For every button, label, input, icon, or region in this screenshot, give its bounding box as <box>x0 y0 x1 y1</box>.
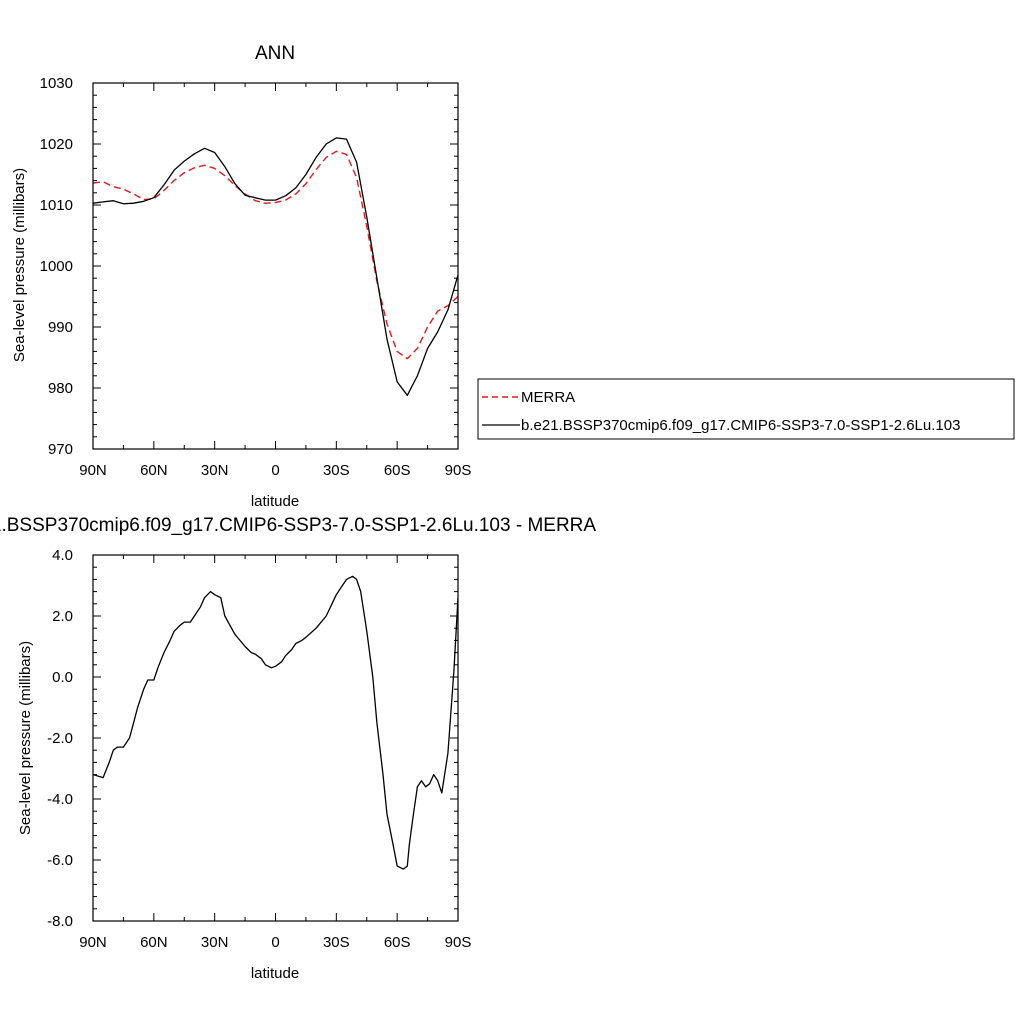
bottom-chart-title: b.e21.BSSP370cmip6.f09_g17.CMIP6-SSP3-7.… <box>0 515 596 536</box>
bottom-plot-area: 90N 60N 30N 0 30S 60S 90S -8.0 -6.0 -4.0 -2.0 0.0 2.… <box>47 547 471 951</box>
bottom-y-axis-label: Sea-level pressure (millibars) <box>17 641 34 835</box>
top-x-tick-label: 30N <box>201 462 229 479</box>
top-x-tick-label: 0 <box>271 462 279 479</box>
top-x-tick-label: 60S <box>384 462 411 479</box>
top-plot-area: 90N 60N 30N 0 30S 60S 90S 970 980 990 1000 1010 1020… <box>40 75 472 479</box>
top-x-tick-label: 90N <box>79 462 107 479</box>
top-y-tick-label: 990 <box>48 319 73 336</box>
top-y-tick-label: 1000 <box>40 258 73 275</box>
top-x-tick-label: 60N <box>140 462 168 479</box>
top-y-tick-label: 980 <box>48 380 73 397</box>
bottom-x-tick-label: 90N <box>79 934 107 951</box>
top-y-axis-label: Sea-level pressure (millibars) <box>11 168 28 362</box>
legend-box <box>477 378 1015 440</box>
bottom-y-tick-label: 4.0 <box>52 547 73 564</box>
top-y-tick-label: 1020 <box>40 136 73 153</box>
bottom-x-tick-label: 90S <box>445 934 472 951</box>
top-x-tick-label: 90S <box>445 462 472 479</box>
bottom-panel: b.e21.BSSP370cmip6.f09_g17.CMIP6-SSP3-7.… <box>0 515 596 982</box>
legend: MERRA b.e21.BSSP370cmip6.f09_g17.CMIP6-S… <box>477 378 1015 440</box>
bottom-x-axis-label: latitude <box>251 965 299 982</box>
top-y-tick-label: 970 <box>48 441 73 458</box>
bottom-axes-frame <box>92 554 459 922</box>
bottom-x-tick-label: 30N <box>201 934 229 951</box>
top-x-axis-label: latitude <box>251 493 299 510</box>
top-series-line-0 <box>93 150 458 360</box>
top-y-tick-label: 1010 <box>40 197 73 214</box>
legend-merra-label: MERRA <box>521 389 575 406</box>
top-axes-frame <box>92 82 459 450</box>
top-y-tick-label: 1030 <box>40 75 73 92</box>
top-chart-title: ANN <box>255 43 295 64</box>
bottom-y-tick-label: -4.0 <box>47 791 73 808</box>
bottom-series-line-0 <box>93 575 458 870</box>
bottom-x-tick-label: 0 <box>271 934 279 951</box>
bottom-y-tick-label: 2.0 <box>52 608 73 625</box>
bottom-y-tick-label: -8.0 <box>47 913 73 930</box>
legend-model-label: b.e21.BSSP370cmip6.f09_g17.CMIP6-SSP3-7.… <box>521 417 960 434</box>
bottom-y-tick-label: 0.0 <box>52 669 73 686</box>
top-x-tick-label: 30S <box>323 462 350 479</box>
bottom-x-tick-label: 60N <box>140 934 168 951</box>
top-series-line-1 <box>93 137 458 396</box>
bottom-x-tick-label: 60S <box>384 934 411 951</box>
bottom-y-tick-label: -6.0 <box>47 852 73 869</box>
bottom-x-tick-label: 30S <box>323 934 350 951</box>
top-panel: ANN Sea-level pressure (millibars) latit… <box>11 43 471 510</box>
bottom-y-tick-label: -2.0 <box>47 730 73 747</box>
